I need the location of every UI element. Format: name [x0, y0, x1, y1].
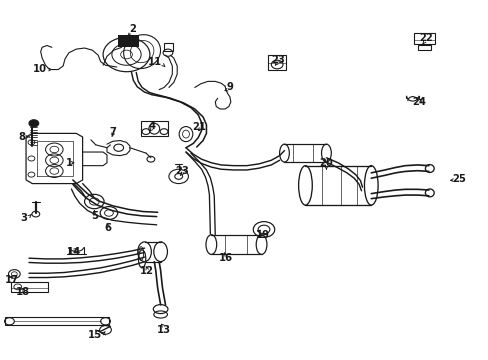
- Text: 13: 13: [157, 325, 171, 335]
- Text: 9: 9: [226, 82, 233, 92]
- Text: 23: 23: [270, 55, 284, 65]
- Text: 14: 14: [66, 247, 81, 257]
- Text: 24: 24: [411, 97, 425, 107]
- Text: 22: 22: [418, 33, 432, 43]
- Text: 11: 11: [147, 57, 161, 67]
- Text: 25: 25: [451, 174, 465, 184]
- Text: 5: 5: [91, 211, 98, 221]
- Text: 17: 17: [4, 275, 19, 285]
- Text: 7: 7: [109, 127, 116, 136]
- Bar: [413, 33, 434, 44]
- Text: 10: 10: [33, 64, 47, 74]
- Bar: [141, 121, 167, 136]
- Text: 21: 21: [192, 122, 206, 132]
- Bar: [267, 55, 286, 69]
- Text: 16: 16: [219, 253, 233, 263]
- Text: 8: 8: [18, 132, 25, 142]
- Text: 2: 2: [129, 24, 136, 35]
- Bar: [163, 43, 172, 51]
- Text: 12: 12: [140, 266, 154, 276]
- Text: 19: 19: [256, 230, 269, 239]
- Text: 6: 6: [104, 224, 111, 233]
- Text: 15: 15: [88, 330, 102, 340]
- Bar: [417, 45, 430, 50]
- Text: 1: 1: [65, 158, 73, 168]
- Circle shape: [29, 120, 39, 127]
- Text: 20: 20: [319, 158, 333, 168]
- Bar: [4, 318, 109, 325]
- Text: 3: 3: [20, 213, 27, 222]
- Text: 4: 4: [148, 121, 155, 131]
- Text: 23: 23: [175, 166, 188, 176]
- Bar: [118, 36, 138, 46]
- Bar: [11, 282, 48, 292]
- Text: 18: 18: [16, 287, 30, 297]
- Bar: [118, 36, 138, 46]
